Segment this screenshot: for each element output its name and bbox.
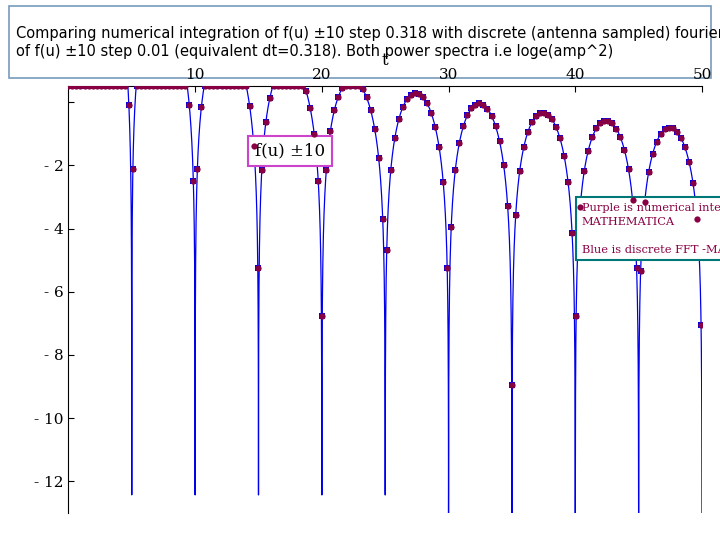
X-axis label: t: t bbox=[382, 52, 389, 69]
Text: f(u) ±10: f(u) ±10 bbox=[255, 143, 325, 160]
Text: Purple is numerical integration -
MATHEMATICA

Blue is discrete FFT -MATLAB: Purple is numerical integration - MATHEM… bbox=[582, 202, 720, 254]
Text: Comparing numerical integration of f(u) ±10 step 0.318 with discrete (antenna sa: Comparing numerical integration of f(u) … bbox=[16, 26, 720, 58]
